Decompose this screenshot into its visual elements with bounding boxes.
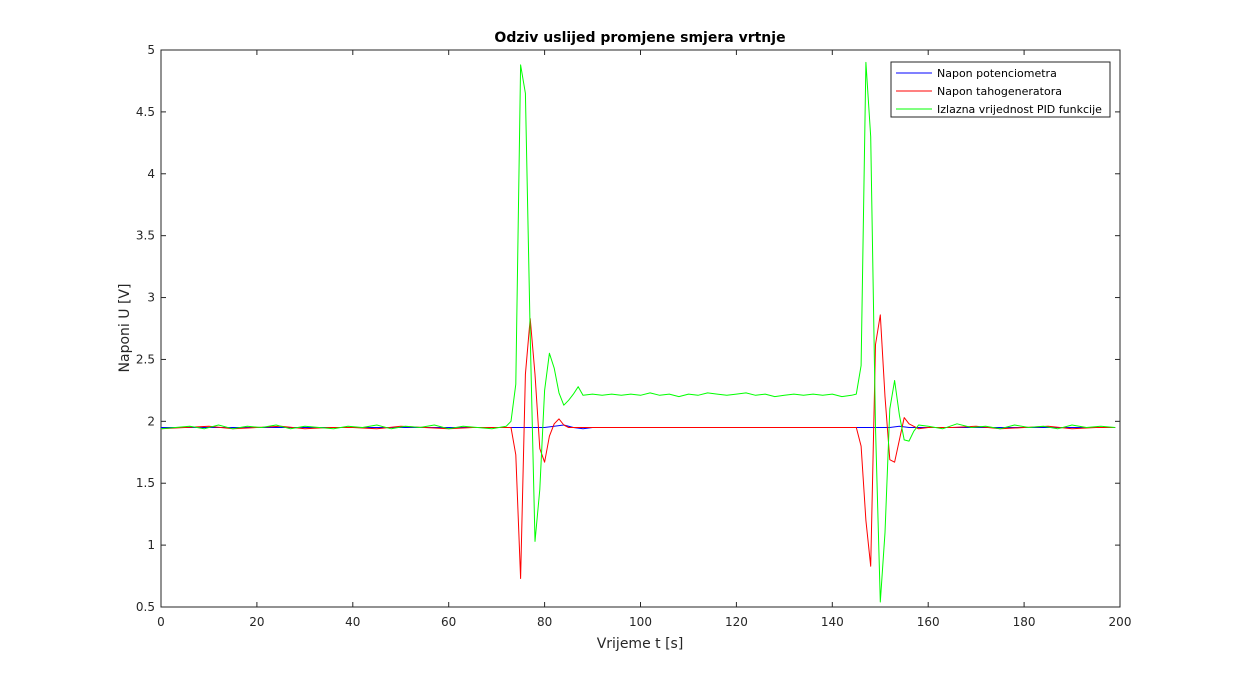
y-tick-label: 2.5 (136, 352, 155, 366)
chart-title: Odziv uslijed promjene smjera vrtnje (494, 30, 785, 46)
x-axis-label: Vrijeme t [s] (597, 636, 684, 652)
y-tick-label: 4 (147, 167, 155, 181)
legend-entry: Napon potenciometra (937, 67, 1057, 80)
legend-entry: Napon tahogeneratora (937, 85, 1062, 98)
series-line-3 (160, 61, 1116, 603)
plot-area (160, 49, 1121, 608)
x-tick-label: 140 (821, 615, 844, 629)
series-line-2 (160, 314, 1116, 579)
legend: Napon potenciometra Napon tahogeneratora I… (890, 61, 1111, 118)
y-tick-label: 0.5 (136, 600, 155, 614)
y-tick-label: 3 (147, 291, 155, 305)
x-tick-label: 20 (249, 615, 264, 629)
y-tick-label: 3.5 (136, 229, 155, 243)
x-tick-label: 60 (441, 615, 456, 629)
legend-box (890, 61, 1111, 118)
series-lines (160, 61, 1116, 603)
x-tick-label: 40 (345, 615, 360, 629)
x-tick-label: 180 (1013, 615, 1036, 629)
x-tick-label: 120 (725, 615, 748, 629)
legend-entry: Izlazna vrijednost PID funkcije (937, 103, 1102, 116)
y-tick-label: 1.5 (136, 476, 155, 490)
x-tick-label: 80 (537, 615, 552, 629)
x-tick-label: 200 (1109, 615, 1132, 629)
x-tick-label: 160 (917, 615, 940, 629)
y-tick-label: 2 (147, 414, 155, 428)
axis-ticks: 0 20 40 60 80 100 120 140 160 180 200 0.5 1 1.5 2 2.5 3 3… (136, 43, 1132, 629)
y-tick-label: 4.5 (136, 105, 155, 119)
x-tick-label: 100 (629, 615, 652, 629)
y-axis-label: Naponi U [V] (117, 284, 133, 373)
y-tick-label: 1 (147, 538, 155, 552)
y-tick-label: 5 (147, 43, 155, 57)
x-tick-label: 0 (157, 615, 165, 629)
